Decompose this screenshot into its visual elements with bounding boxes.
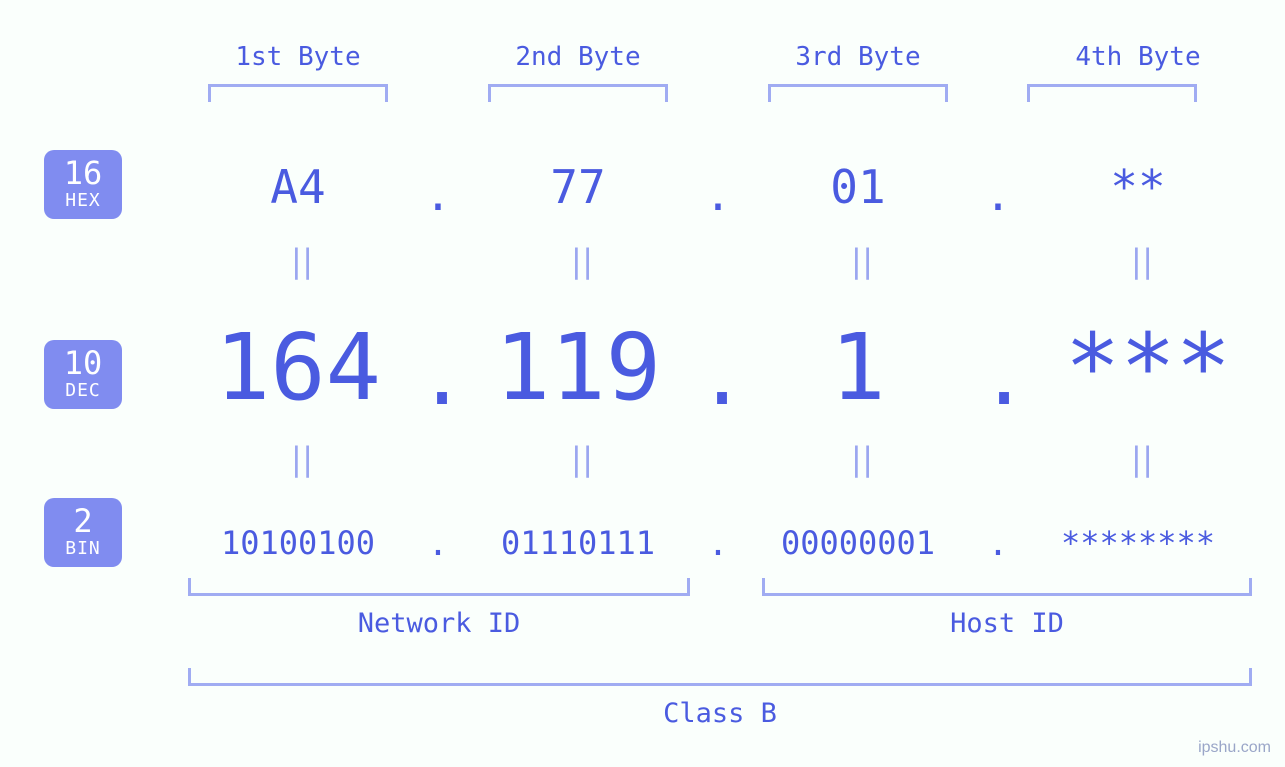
bin-badge-base: 2 bbox=[44, 504, 122, 539]
dec-byte-1: 164 bbox=[178, 314, 418, 421]
dec-badge: 10 DEC bbox=[44, 340, 122, 409]
eq-1-2: || bbox=[558, 242, 598, 280]
hex-byte-4: ** bbox=[1028, 160, 1248, 214]
class-bracket bbox=[188, 668, 1252, 686]
byte-label-4: 4th Byte bbox=[1028, 42, 1248, 72]
dec-dot-2: . bbox=[698, 330, 728, 423]
byte-bracket-2 bbox=[488, 84, 668, 102]
eq-2-1: || bbox=[278, 440, 318, 478]
host-bracket bbox=[762, 578, 1252, 596]
hex-byte-2: 77 bbox=[468, 160, 688, 214]
bin-byte-4: ******** bbox=[1018, 524, 1258, 562]
bin-dot-3: . bbox=[983, 524, 1013, 564]
hex-dot-1: . bbox=[423, 170, 453, 221]
bin-dot-2: . bbox=[703, 524, 733, 564]
dec-byte-3: 1 bbox=[738, 314, 978, 421]
network-label: Network ID bbox=[188, 608, 690, 639]
byte-bracket-4 bbox=[1027, 84, 1197, 102]
byte-bracket-1 bbox=[208, 84, 388, 102]
dec-dot-1: . bbox=[418, 330, 448, 423]
dec-badge-name: DEC bbox=[44, 381, 122, 401]
host-label: Host ID bbox=[762, 608, 1252, 639]
hex-dot-2: . bbox=[703, 170, 733, 221]
eq-1-4: || bbox=[1118, 242, 1158, 280]
dec-badge-base: 10 bbox=[44, 346, 122, 381]
hex-dot-3: . bbox=[983, 170, 1013, 221]
class-label: Class B bbox=[188, 698, 1252, 729]
hex-byte-3: 01 bbox=[748, 160, 968, 214]
bin-badge-name: BIN bbox=[44, 539, 122, 559]
hex-badge-base: 16 bbox=[44, 156, 122, 191]
bin-byte-3: 00000001 bbox=[738, 524, 978, 562]
byte-bracket-3 bbox=[768, 84, 948, 102]
bin-badge: 2 BIN bbox=[44, 498, 122, 567]
bin-byte-2: 01110111 bbox=[458, 524, 698, 562]
byte-label-2: 2nd Byte bbox=[468, 42, 688, 72]
eq-2-3: || bbox=[838, 440, 878, 478]
byte-label-1: 1st Byte bbox=[188, 42, 408, 72]
eq-1-1: || bbox=[278, 242, 318, 280]
eq-1-3: || bbox=[838, 242, 878, 280]
eq-2-2: || bbox=[558, 440, 598, 478]
dec-byte-2: 119 bbox=[458, 314, 698, 421]
bin-dot-1: . bbox=[423, 524, 453, 564]
hex-badge-name: HEX bbox=[44, 191, 122, 211]
eq-2-4: || bbox=[1118, 440, 1158, 478]
watermark: ipshu.com bbox=[1198, 739, 1271, 757]
bin-byte-1: 10100100 bbox=[178, 524, 418, 562]
byte-label-3: 3rd Byte bbox=[748, 42, 968, 72]
hex-byte-1: A4 bbox=[188, 160, 408, 214]
network-bracket bbox=[188, 578, 690, 596]
dec-dot-3: . bbox=[980, 330, 1010, 423]
dec-byte-4: *** bbox=[1028, 314, 1268, 421]
hex-badge: 16 HEX bbox=[44, 150, 122, 219]
ip-diagram: 1st Byte 2nd Byte 3rd Byte 4th Byte 16 H… bbox=[0, 0, 1285, 767]
